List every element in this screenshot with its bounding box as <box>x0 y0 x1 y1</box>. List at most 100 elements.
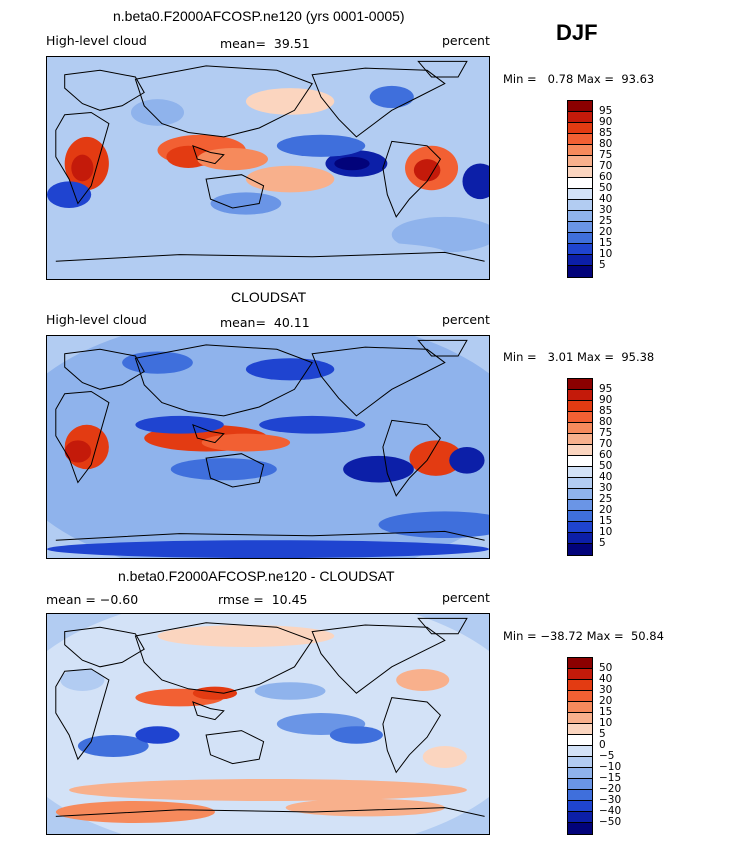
colorbar-swatch <box>568 423 592 434</box>
colorbar-swatch <box>568 434 592 445</box>
colorbar-tick-label: 20 <box>599 504 613 516</box>
panel-3-minmax: Min = −38.72 Max = 50.84 <box>503 629 664 643</box>
colorbar-swatch <box>568 123 592 134</box>
panel-1-mean-label: mean= <box>220 36 266 51</box>
colorbar-tick-label: 95 <box>599 383 613 395</box>
colorbar-swatch <box>568 222 592 233</box>
colorbar-swatch <box>568 456 592 467</box>
panel-3-rmse-value: 10.45 <box>271 592 308 607</box>
colorbar-tick-label: 60 <box>599 449 613 461</box>
colorbar-tick-label: 25 <box>599 493 613 505</box>
colorbar-tick-label: 15 <box>599 237 613 249</box>
colorbar-swatch <box>568 412 592 423</box>
colorbar-swatch <box>568 812 592 823</box>
colorbar-swatch <box>568 379 592 390</box>
panel-2-mean-label: mean= <box>220 315 266 330</box>
colorbar-swatch <box>568 801 592 812</box>
colorbar-swatch <box>568 112 592 123</box>
panel-3-mean: mean = −0.60 <box>46 592 139 607</box>
colorbar-tick-label: −30 <box>599 794 622 806</box>
panel-2-field-label: High-level cloud <box>46 312 147 327</box>
panel-1-map <box>46 56 490 280</box>
panel-3-colorbar <box>567 657 593 835</box>
colorbar-tick-label: 20 <box>599 226 613 238</box>
colorbar-tick-label: 30 <box>599 482 613 494</box>
colorbar-swatch <box>568 702 592 713</box>
colorbar-tick-label: −20 <box>599 783 622 795</box>
colorbar-swatch <box>568 790 592 801</box>
colorbar-swatch <box>568 101 592 112</box>
colorbar-swatch <box>568 467 592 478</box>
panel-3-rmse-label: rmse = <box>218 592 264 607</box>
panel-1-colorbar <box>567 100 593 278</box>
panel-3-units: percent <box>442 590 490 605</box>
colorbar-tick-label: 50 <box>599 662 613 674</box>
colorbar-tick-label: 95 <box>599 105 613 117</box>
colorbar-tick-label: 15 <box>599 706 613 718</box>
colorbar-swatch <box>568 511 592 522</box>
colorbar-tick-label: 30 <box>599 684 613 696</box>
panel-2-colorbar <box>567 378 593 556</box>
colorbar-tick-label: 85 <box>599 405 613 417</box>
colorbar-swatch <box>568 390 592 401</box>
colorbar-tick-label: 5 <box>599 259 606 271</box>
colorbar-tick-label: 80 <box>599 416 613 428</box>
colorbar-tick-label: 30 <box>599 204 613 216</box>
colorbar-tick-label: 40 <box>599 471 613 483</box>
colorbar-swatch <box>568 746 592 757</box>
colorbar-swatch <box>568 244 592 255</box>
panel-2-title: CLOUDSAT <box>231 289 307 305</box>
colorbar-tick-label: 50 <box>599 182 613 194</box>
panel-1-minmax: Min = 0.78 Max = 93.63 <box>503 72 655 86</box>
colorbar-swatch <box>568 757 592 768</box>
colorbar-swatch <box>568 211 592 222</box>
panel-1-mean: mean= 39.51 <box>220 36 310 51</box>
colorbar-tick-label: 25 <box>599 215 613 227</box>
colorbar-swatch <box>568 189 592 200</box>
colorbar-tick-label: 90 <box>599 394 613 406</box>
colorbar-swatch <box>568 255 592 266</box>
panel-2-mean: mean= 40.11 <box>220 315 310 330</box>
colorbar-swatch <box>568 768 592 779</box>
colorbar-tick-label: 10 <box>599 717 613 729</box>
colorbar-swatch <box>568 134 592 145</box>
colorbar-swatch <box>568 156 592 167</box>
panel-3-map <box>46 613 490 835</box>
colorbar-swatch <box>568 233 592 244</box>
colorbar-swatch <box>568 533 592 544</box>
colorbar-tick-label: 10 <box>599 526 613 538</box>
panel-3-title: n.beta0.F2000AFCOSP.ne120 - CLOUDSAT <box>118 568 395 584</box>
colorbar-tick-label: 75 <box>599 149 613 161</box>
colorbar-swatch <box>568 713 592 724</box>
colorbar-swatch <box>568 500 592 511</box>
colorbar-swatch <box>568 779 592 790</box>
colorbar-swatch <box>568 522 592 533</box>
colorbar-swatch <box>568 489 592 500</box>
panel-2-units: percent <box>442 312 490 327</box>
colorbar-tick-label: 10 <box>599 248 613 260</box>
colorbar-tick-label: 85 <box>599 127 613 139</box>
colorbar-swatch <box>568 544 592 555</box>
colorbar-swatch <box>568 167 592 178</box>
colorbar-swatch <box>568 200 592 211</box>
colorbar-tick-label: −50 <box>599 816 622 828</box>
panel-2-map <box>46 335 490 559</box>
panel-1-units: percent <box>442 33 490 48</box>
colorbar-tick-label: 60 <box>599 171 613 183</box>
panel-2-mean-value: 40.11 <box>273 315 310 330</box>
panel-1-mean-value: 39.51 <box>273 36 310 51</box>
colorbar-tick-label: 50 <box>599 460 613 472</box>
colorbar-swatch <box>568 658 592 669</box>
colorbar-tick-label: 80 <box>599 138 613 150</box>
colorbar-tick-label: −10 <box>599 761 622 773</box>
colorbar-swatch <box>568 823 592 834</box>
colorbar-tick-label: −40 <box>599 805 622 817</box>
colorbar-swatch <box>568 266 592 277</box>
colorbar-swatch <box>568 401 592 412</box>
colorbar-tick-label: −15 <box>599 772 622 784</box>
colorbar-swatch <box>568 145 592 156</box>
colorbar-swatch <box>568 178 592 189</box>
colorbar-swatch <box>568 669 592 680</box>
colorbar-tick-label: 0 <box>599 739 606 751</box>
colorbar-swatch <box>568 735 592 746</box>
